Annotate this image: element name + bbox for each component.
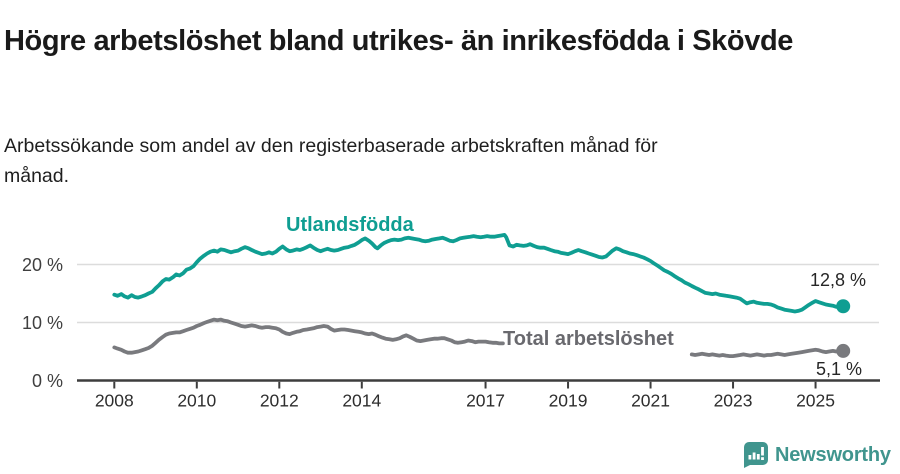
y-axis-tick-label: 10 % [22,313,63,333]
newsworthy-logo-icon [744,442,768,468]
x-axis-tick-label: 2019 [549,391,588,411]
x-axis-tick-label: 2017 [466,391,505,411]
x-axis-tick-label: 2010 [177,391,216,411]
x-axis-tick-label: 2025 [796,391,835,411]
x-axis-tick-label: 2023 [714,391,753,411]
x-axis-tick-label: 2014 [342,391,381,411]
series-end-dot-1 [836,343,851,358]
end-value-total: 5,1 % [815,359,862,379]
newsworthy-brand-text: Newsworthy [775,443,891,466]
chart-subtitle: Arbetssökande som andel av den registerb… [4,134,658,187]
y-axis-tick-label: 20 % [22,255,63,275]
series-line-1 [112,317,846,358]
y-axis-tick-label: 0 % [32,371,63,391]
series-label-total: Total arbetslöshet [503,328,674,350]
x-axis-tick-label: 2008 [95,391,134,411]
chart-title: Högre arbetslöshet bland utrikes- än inr… [4,25,793,58]
newsworthy-branding: Newsworthy [744,442,891,468]
x-axis-tick-label: 2012 [260,391,299,411]
series-end-dot-0 [836,299,851,314]
unemployment-line-chart: 0 % 10 % 20 % 2008 2010 2012 2014 2017 2019 2021 2… [22,233,880,411]
x-axis-tick-label: 2021 [631,391,670,411]
series-label-foreign-born: Utlandsfödda [286,214,414,236]
series-line-0 [112,233,846,314]
end-value-foreign-born: 12,8 % [809,270,866,290]
